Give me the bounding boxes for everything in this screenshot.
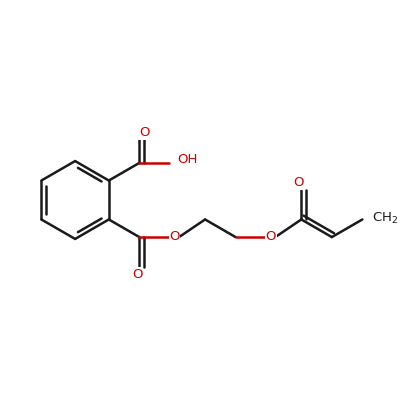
Text: O: O [266, 230, 276, 243]
Text: O: O [169, 230, 180, 243]
Text: O: O [293, 176, 304, 189]
Text: O: O [132, 268, 143, 281]
Text: CH$_2$: CH$_2$ [372, 211, 398, 226]
Text: O: O [139, 126, 150, 140]
Text: OH: OH [178, 154, 198, 166]
